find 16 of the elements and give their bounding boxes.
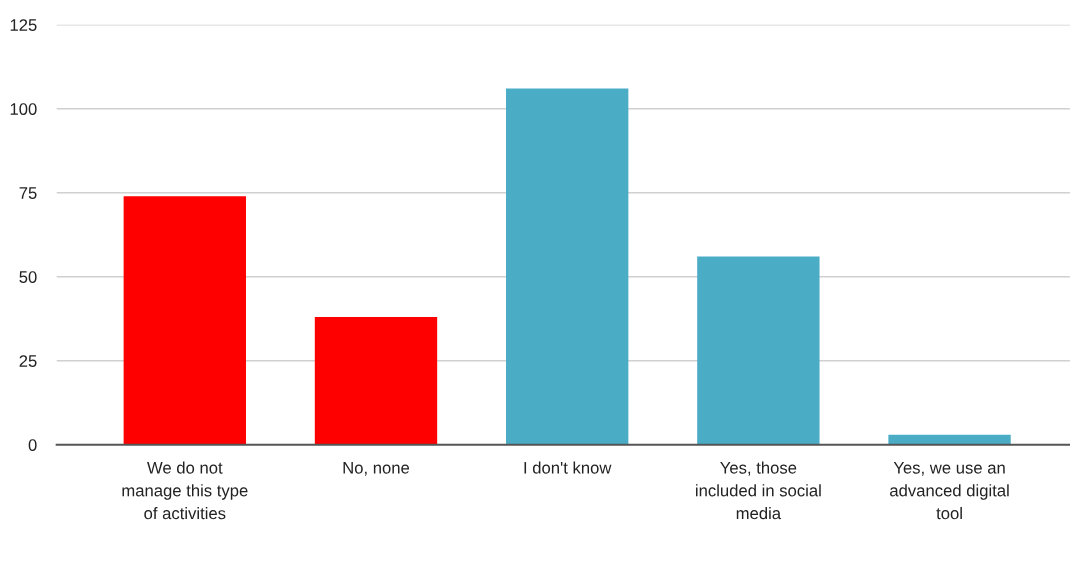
x-tick-label: No, none xyxy=(343,462,410,476)
y-tick-label: 125 xyxy=(10,19,37,31)
bar xyxy=(888,434,1011,445)
x-tick-label: We do not manage this type of activities xyxy=(122,461,248,520)
y-tick-label: 25 xyxy=(19,355,37,367)
y-tick-label: 75 xyxy=(19,187,37,199)
bar xyxy=(506,88,629,445)
x-tick-label: Yes, those included in social media xyxy=(696,461,821,520)
bar xyxy=(123,196,246,445)
x-tick-label: I don't know xyxy=(524,461,612,474)
y-tick-label: 50 xyxy=(19,271,37,283)
bar xyxy=(314,317,438,445)
x-tick-label: Yes, we use an advanced digital tool xyxy=(890,462,1009,520)
y-tick-label: 100 xyxy=(10,103,37,115)
y-tick-label: 0 xyxy=(28,439,37,451)
bar xyxy=(697,256,820,445)
